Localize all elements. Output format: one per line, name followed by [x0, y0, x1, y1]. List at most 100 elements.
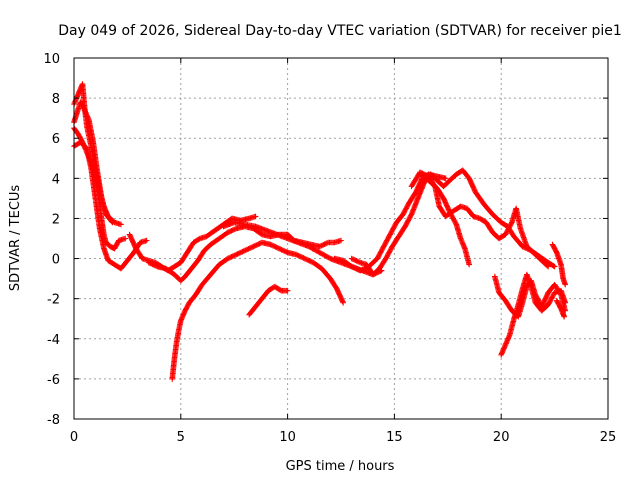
- data-point: [145, 259, 152, 266]
- data-point: [250, 243, 257, 250]
- data-point: [357, 267, 364, 274]
- data-point: [242, 247, 248, 254]
- data-point: [254, 242, 260, 248]
- data-point: [245, 246, 252, 252]
- data-point: [408, 212, 414, 219]
- data-point: [293, 251, 299, 258]
- data-point: [318, 243, 324, 249]
- x-tick-label: 0: [70, 430, 78, 445]
- data-point: [278, 246, 285, 253]
- data-point: [319, 242, 325, 249]
- data-point: [226, 255, 232, 261]
- data-point: [301, 255, 308, 262]
- data-point: [350, 264, 356, 270]
- data-point: [550, 263, 557, 269]
- y-tick-label: -2: [47, 293, 60, 308]
- data-point: [224, 255, 231, 262]
- data-point: [340, 299, 346, 306]
- data-point: [322, 240, 329, 247]
- data-point: [350, 256, 356, 262]
- data-point: [147, 260, 153, 266]
- data-point: [228, 227, 235, 234]
- y-tick-label: 0: [52, 253, 60, 268]
- data-point: [544, 262, 551, 269]
- data-point: [351, 256, 357, 263]
- data-point: [299, 254, 306, 261]
- data-point: [227, 228, 234, 235]
- data-point: [298, 254, 304, 260]
- data-point: [551, 263, 558, 270]
- y-tick-label: 6: [52, 132, 60, 147]
- data-point: [562, 281, 569, 288]
- data-point: [273, 244, 280, 251]
- data-point: [108, 218, 115, 225]
- data-point: [354, 258, 361, 265]
- data-point: [466, 261, 472, 268]
- data-point: [109, 219, 116, 226]
- data-point: [267, 241, 274, 248]
- data-point: [442, 175, 449, 182]
- data-point: [229, 253, 236, 260]
- data-point: [300, 255, 307, 261]
- x-tick-label: 10: [279, 430, 296, 445]
- data-point: [152, 262, 158, 269]
- data-point: [251, 243, 258, 249]
- data-point: [227, 254, 234, 261]
- x-tick-label: 25: [600, 430, 617, 445]
- data-point: [348, 263, 355, 270]
- data-point: [361, 266, 367, 272]
- data-point: [231, 226, 237, 233]
- data-point: [148, 260, 155, 267]
- y-tick-label: -6: [47, 373, 60, 388]
- data-point: [243, 247, 249, 253]
- data-point: [237, 250, 243, 256]
- data-point: [232, 226, 238, 232]
- data-point: [271, 243, 277, 250]
- data-point: [545, 263, 551, 270]
- x-axis-title: GPS time / hours: [286, 459, 395, 474]
- data-point: [508, 220, 515, 227]
- y-tick-label: -4: [47, 333, 60, 348]
- data-point: [306, 258, 313, 264]
- data-point: [246, 245, 253, 252]
- data-point: [279, 247, 286, 254]
- plot-frame: [73, 57, 609, 420]
- y-tick-label: -8: [47, 413, 60, 428]
- x-tick-label: 20: [493, 430, 510, 445]
- data-point: [122, 235, 129, 242]
- data-point: [353, 266, 360, 272]
- data-point: [359, 266, 366, 273]
- data-point: [239, 248, 246, 255]
- data-point: [234, 251, 241, 257]
- data-point: [256, 240, 263, 247]
- data-point: [356, 259, 362, 265]
- data-point: [248, 244, 254, 251]
- data-point: [297, 253, 303, 260]
- data-point: [282, 248, 288, 255]
- data-point: [316, 243, 323, 250]
- data-point: [149, 261, 156, 268]
- data-point: [284, 287, 291, 294]
- data-point: [253, 242, 259, 249]
- data-point: [305, 257, 312, 264]
- data-point: [244, 246, 251, 253]
- data-point: [272, 244, 279, 250]
- data-point: [354, 266, 361, 273]
- data-point: [562, 299, 569, 306]
- data-point: [275, 245, 281, 251]
- data-point: [351, 264, 357, 271]
- data-point: [232, 252, 238, 258]
- x-tick-label: 5: [177, 430, 185, 445]
- data-point: [268, 242, 275, 248]
- data-point: [270, 242, 276, 249]
- data-point: [348, 255, 355, 262]
- data-point: [303, 256, 309, 262]
- data-point: [353, 258, 360, 264]
- data-point: [233, 251, 240, 258]
- data-point: [229, 227, 236, 233]
- data-point: [240, 248, 247, 254]
- data-point: [252, 213, 259, 220]
- data-point: [226, 229, 232, 235]
- y-tick-label: 8: [52, 92, 60, 107]
- data-point: [118, 221, 124, 228]
